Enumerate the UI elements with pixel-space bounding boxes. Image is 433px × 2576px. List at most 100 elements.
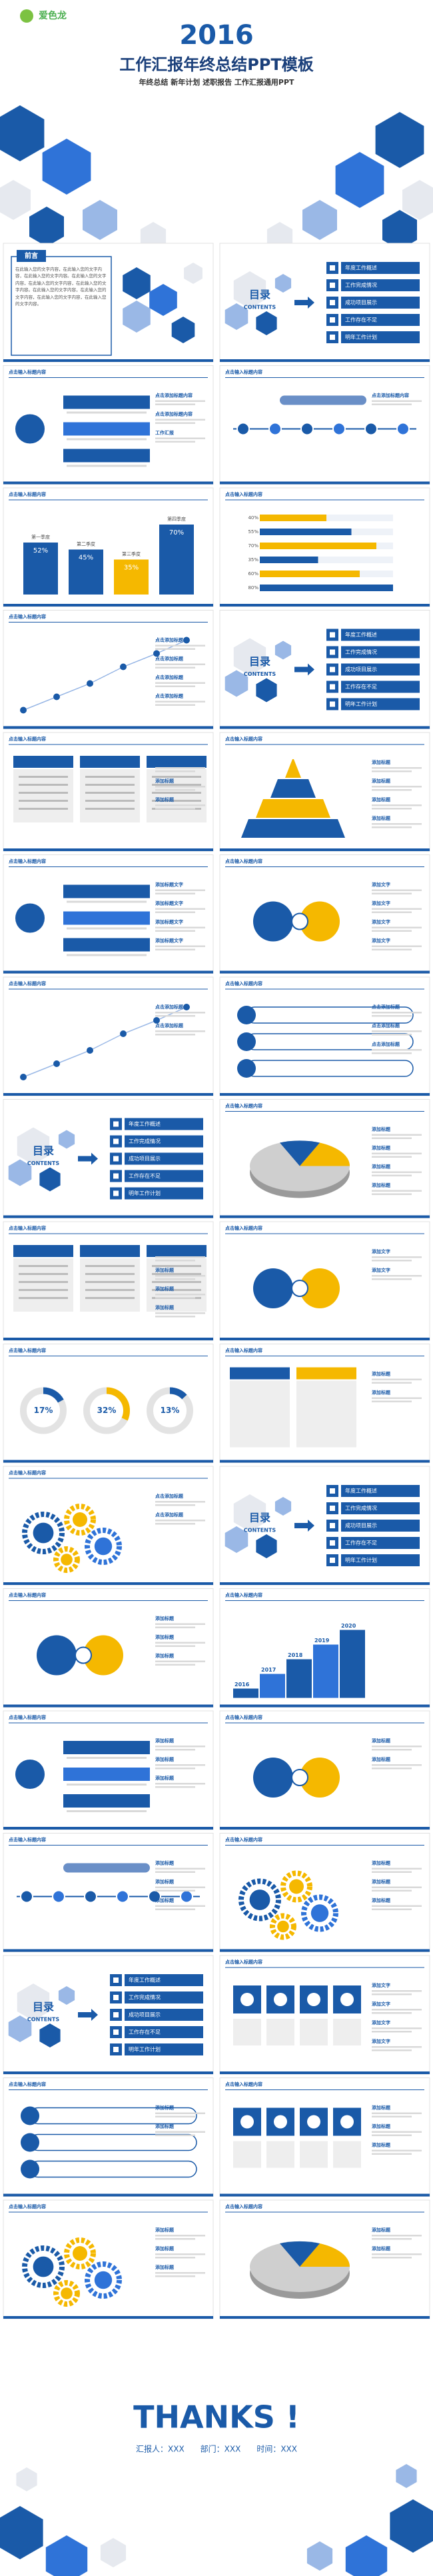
placeholder-line <box>372 1378 422 1380</box>
placeholder-line <box>155 1030 205 1032</box>
bar <box>69 549 103 595</box>
placeholder-line <box>372 767 422 769</box>
placeholder-line <box>372 1256 422 1258</box>
placeholder-line <box>155 441 195 443</box>
placeholder-line <box>19 1265 68 1267</box>
placeholder-line <box>67 954 147 956</box>
contents-item: 成功项目展示 <box>345 299 377 306</box>
placeholder-line <box>155 1623 205 1625</box>
shape <box>63 422 150 436</box>
shape <box>113 1173 119 1179</box>
slide-label: 添加文字 <box>372 938 390 944</box>
placeholder-line <box>372 908 422 910</box>
placeholder-line <box>155 1749 195 1751</box>
shape <box>341 279 420 291</box>
year-label: 2016 <box>234 1682 250 1688</box>
category-label: 第三季度 <box>122 551 141 557</box>
placeholder-line <box>372 770 412 772</box>
shape <box>84 1890 97 1904</box>
placeholder-line <box>155 908 205 910</box>
ending-hexagon <box>45 2535 88 2576</box>
placeholder-line <box>300 2019 328 2045</box>
contents-item: 工作存在不足 <box>345 1540 377 1546</box>
slide-label: 添加标题 <box>372 1390 391 1396</box>
contents-item: 明年工作计划 <box>129 1190 161 1196</box>
value-label: 45% <box>79 555 93 562</box>
shape <box>274 1993 287 2006</box>
slide-label: 点击添加标题 <box>155 1493 184 1499</box>
shape <box>330 1488 335 1494</box>
placeholder-line <box>266 2019 294 2045</box>
slide-label: 添加文字 <box>372 1248 390 1254</box>
shape <box>23 1006 187 1078</box>
slide-footer-bar <box>220 1093 430 1096</box>
shape <box>23 639 187 711</box>
slide-footer-bar <box>220 359 430 362</box>
shape <box>341 663 420 676</box>
placeholder-line <box>19 776 68 778</box>
shape <box>300 901 340 942</box>
slide-label: 添加标题 <box>372 2245 391 2251</box>
placeholder-line <box>372 2257 412 2259</box>
placeholder-line <box>372 948 412 950</box>
placeholder-line <box>155 1905 205 1907</box>
slide-title: 点击输入标题内容 <box>225 2081 262 2087</box>
slide-title: 点击输入标题内容 <box>225 1592 262 1598</box>
slide-frame <box>3 1344 214 1463</box>
placeholder-line <box>155 1297 195 1299</box>
placeholder-line <box>155 2275 195 2277</box>
placeholder-line <box>372 1275 422 1277</box>
shape <box>80 1258 140 1312</box>
contents-item: 年度工作概述 <box>345 265 377 271</box>
slide-label: 添加标题 <box>372 815 391 821</box>
shape <box>17 250 46 262</box>
slide-title: 点击输入标题内容 <box>225 369 262 375</box>
placeholder-line <box>67 411 147 414</box>
slide-title: 点击输入标题内容 <box>9 614 46 620</box>
slide-footer-bar <box>220 1949 430 1952</box>
placeholder-line <box>372 1134 422 1136</box>
slide-footer-bar <box>3 2071 213 2074</box>
shape <box>125 2026 203 2038</box>
shape <box>153 1017 160 1024</box>
cover-hexagon <box>0 180 31 220</box>
slide-label: 点击添加标题 <box>155 1512 184 1518</box>
placeholder-line <box>372 1768 412 1770</box>
placeholder-line <box>372 945 422 947</box>
hexagon <box>256 1534 277 1558</box>
shape <box>330 1506 335 1511</box>
placeholder-line <box>233 2019 261 2045</box>
placeholder-line <box>152 784 201 786</box>
placeholder-line <box>155 1626 195 1628</box>
placeholder-line <box>155 1786 195 1788</box>
shape <box>270 1913 296 1940</box>
value-label: 60% <box>248 571 258 577</box>
slide-label: 添加文字 <box>372 2001 390 2007</box>
placeholder-line <box>155 1275 205 1277</box>
slide-frame <box>219 1955 430 2075</box>
placeholder-line <box>372 1171 422 1173</box>
shape <box>64 2237 96 2269</box>
shape <box>85 1528 122 1565</box>
placeholder-line <box>372 926 422 928</box>
shape <box>13 1245 73 1257</box>
shape <box>113 1995 119 2000</box>
shape <box>13 769 73 822</box>
slide-title: 点击输入标题内容 <box>225 491 262 497</box>
logo-icon <box>20 9 33 23</box>
shape <box>313 1644 338 1698</box>
slide-footer-bar <box>3 970 213 974</box>
contents-item: 成功项目展示 <box>345 1522 377 1529</box>
slide-label: 添加标题 <box>372 1145 391 1151</box>
contents-item: 工作完成情况 <box>345 648 377 655</box>
shape <box>341 698 420 710</box>
hexagon <box>39 2023 61 2047</box>
contents-title: 目录 <box>249 289 270 301</box>
slide-label: 添加标题 <box>372 1738 391 1744</box>
shape <box>15 1760 45 1789</box>
shape <box>61 1554 73 1566</box>
shape <box>330 684 335 690</box>
